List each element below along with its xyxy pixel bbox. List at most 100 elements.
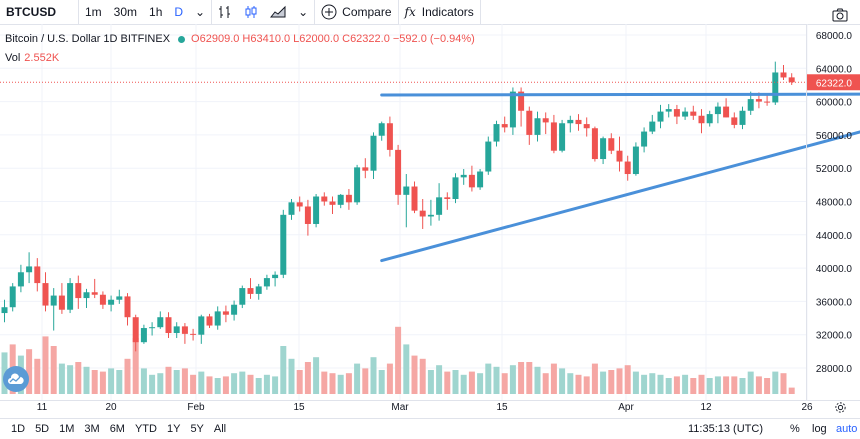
support-trendline[interactable] bbox=[380, 122, 860, 263]
candle-body bbox=[772, 72, 779, 103]
range-all-button[interactable]: All bbox=[213, 423, 227, 435]
candle-body bbox=[583, 124, 590, 129]
range-5d-button[interactable]: 5D bbox=[35, 423, 50, 435]
volume-bar bbox=[641, 374, 648, 394]
price-tick-label: 32000.0 bbox=[816, 331, 853, 342]
candle-body bbox=[690, 111, 697, 116]
interval-d-button[interactable]: D bbox=[174, 5, 184, 19]
candle-body bbox=[239, 288, 246, 305]
candle-body bbox=[165, 317, 172, 334]
volume-bar bbox=[567, 373, 574, 394]
range-1m-button[interactable]: 1M bbox=[59, 423, 75, 435]
interval-30m-button[interactable]: 30m bbox=[113, 5, 138, 19]
compare-button[interactable]: Compare bbox=[315, 0, 397, 24]
interval-1h-button[interactable]: 1h bbox=[149, 5, 163, 19]
interval-dropdown[interactable]: ⌄ bbox=[189, 0, 211, 24]
volume-bar bbox=[419, 358, 426, 394]
volume-bar bbox=[485, 363, 492, 394]
chart-type-candles-button[interactable] bbox=[238, 0, 264, 24]
volume-bar bbox=[157, 373, 164, 394]
volume-bar bbox=[362, 368, 369, 394]
candles-icon bbox=[245, 6, 257, 18]
range-ytd-button[interactable]: YTD bbox=[134, 423, 157, 435]
log-toggle[interactable]: log bbox=[812, 423, 827, 435]
volume-bars bbox=[1, 326, 795, 394]
range-1y-button[interactable]: 1Y bbox=[166, 423, 181, 435]
candle-body bbox=[411, 186, 418, 211]
volume-bar bbox=[575, 374, 582, 394]
volume-bar bbox=[99, 371, 106, 394]
candle-body bbox=[526, 110, 533, 135]
volume-bar bbox=[354, 363, 361, 394]
chart-type-bars-button[interactable] bbox=[212, 0, 238, 24]
volume-bar bbox=[198, 371, 205, 394]
price-tick-label: 68000.0 bbox=[816, 31, 853, 42]
volume-value: 2.552K bbox=[24, 52, 60, 64]
volume-bar bbox=[600, 371, 607, 394]
volume-bar bbox=[165, 366, 172, 394]
utc-clock[interactable]: 11:35:13 (UTC) bbox=[688, 423, 763, 435]
volume-bar bbox=[386, 363, 393, 394]
candle-body bbox=[559, 123, 566, 151]
volume-bar bbox=[682, 374, 689, 394]
candle-body bbox=[731, 117, 738, 125]
volume-bar bbox=[411, 355, 418, 394]
candle-body bbox=[231, 304, 238, 315]
indicators-button[interactable]: fx Indicators bbox=[399, 0, 480, 24]
range-3m-button[interactable]: 3M bbox=[84, 423, 100, 435]
candle-body bbox=[280, 214, 287, 275]
candle-body bbox=[542, 118, 549, 123]
price-axis[interactable]: 68000.0 64000.0 60000.0 56000.0 52000.0 48000… bbox=[816, 31, 853, 375]
percent-toggle[interactable]: % bbox=[790, 423, 800, 435]
candle-body bbox=[67, 283, 74, 310]
chevron-down-icon: ⌄ bbox=[298, 5, 309, 19]
range-1d-button[interactable]: 1D bbox=[11, 423, 26, 435]
candle-body bbox=[132, 317, 139, 343]
candle-body bbox=[26, 266, 33, 273]
volume-bar bbox=[764, 378, 771, 394]
candle-body bbox=[214, 311, 221, 326]
volume-bar bbox=[75, 362, 82, 394]
volume-bar bbox=[616, 368, 623, 394]
candle-body bbox=[624, 161, 631, 175]
interval-1m-button[interactable]: 1m bbox=[85, 5, 102, 19]
volume-bar bbox=[444, 371, 451, 394]
volume-bar bbox=[468, 371, 475, 394]
plus-circle-icon bbox=[321, 4, 337, 20]
range-6m-button[interactable]: 6M bbox=[109, 423, 125, 435]
auto-scale-toggle[interactable]: auto bbox=[836, 423, 858, 435]
time-tick-label: 15 bbox=[293, 402, 305, 413]
screenshot-button[interactable] bbox=[826, 3, 854, 27]
candle-body bbox=[739, 110, 746, 125]
resistance-trendline[interactable] bbox=[380, 92, 860, 97]
price-tick-label: 52000.0 bbox=[816, 164, 853, 175]
candle-body bbox=[436, 197, 443, 215]
trendlines[interactable] bbox=[380, 92, 860, 263]
candle-body bbox=[468, 174, 475, 188]
price-chart[interactable]: 68000.0 64000.0 60000.0 56000.0 52000.0 48000… bbox=[0, 24, 860, 418]
volume-bar bbox=[657, 374, 664, 394]
time-axis-settings[interactable] bbox=[820, 396, 860, 418]
candle-body bbox=[444, 197, 451, 200]
time-axis[interactable]: 11 20 Feb 15 Mar 15 Apr 12 26 bbox=[37, 402, 813, 413]
candle-body bbox=[403, 186, 410, 195]
chart-type-dropdown[interactable]: ⌄ bbox=[292, 0, 314, 24]
volume-bar bbox=[132, 338, 139, 394]
symbol-search[interactable]: BTCUSD bbox=[0, 0, 78, 24]
volume-bar bbox=[698, 374, 705, 394]
chart-type-area-button[interactable] bbox=[264, 0, 292, 24]
volume-bar bbox=[632, 371, 639, 394]
candles bbox=[1, 61, 795, 352]
volume-bar bbox=[296, 370, 303, 394]
volume-bar bbox=[173, 370, 180, 394]
time-tick-label: 26 bbox=[801, 402, 813, 413]
candle-body bbox=[665, 109, 672, 112]
time-tick-label: Mar bbox=[391, 402, 409, 413]
range-5y-button[interactable]: 5Y bbox=[190, 423, 204, 435]
volume-bar bbox=[780, 373, 787, 394]
candle-body bbox=[764, 101, 771, 103]
volume-bar bbox=[477, 373, 484, 394]
tradingview-logo-icon[interactable] bbox=[3, 366, 29, 392]
time-tick-label: 12 bbox=[700, 402, 712, 413]
candle-body bbox=[649, 121, 656, 132]
